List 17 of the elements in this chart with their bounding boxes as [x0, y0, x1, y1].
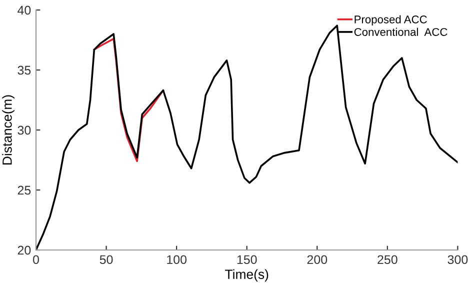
legend-label: Conventional ACC — [354, 28, 448, 36]
y-tick-label: 20 — [18, 246, 31, 255]
y-tick-label: 30 — [18, 126, 31, 135]
y-axis-title: Distance(m) — [2, 95, 14, 164]
line-series — [93, 38, 164, 162]
y-tick-label: 40 — [18, 6, 31, 15]
legend-label: Proposed ACC — [354, 15, 427, 26]
y-tick-label: 25 — [18, 186, 31, 195]
x-tick-label: 0 — [33, 255, 39, 264]
y-tick-label: 35 — [18, 66, 31, 75]
x-tick-label: 200 — [307, 255, 328, 264]
x-tick-label: 300 — [448, 255, 468, 264]
x-tick-label: 100 — [167, 255, 187, 264]
x-tick-label: 150 — [237, 255, 257, 264]
x-axis-title: Time(s) — [225, 269, 268, 282]
x-tick-label: 50 — [100, 255, 113, 264]
x-tick-label: 250 — [378, 255, 398, 264]
